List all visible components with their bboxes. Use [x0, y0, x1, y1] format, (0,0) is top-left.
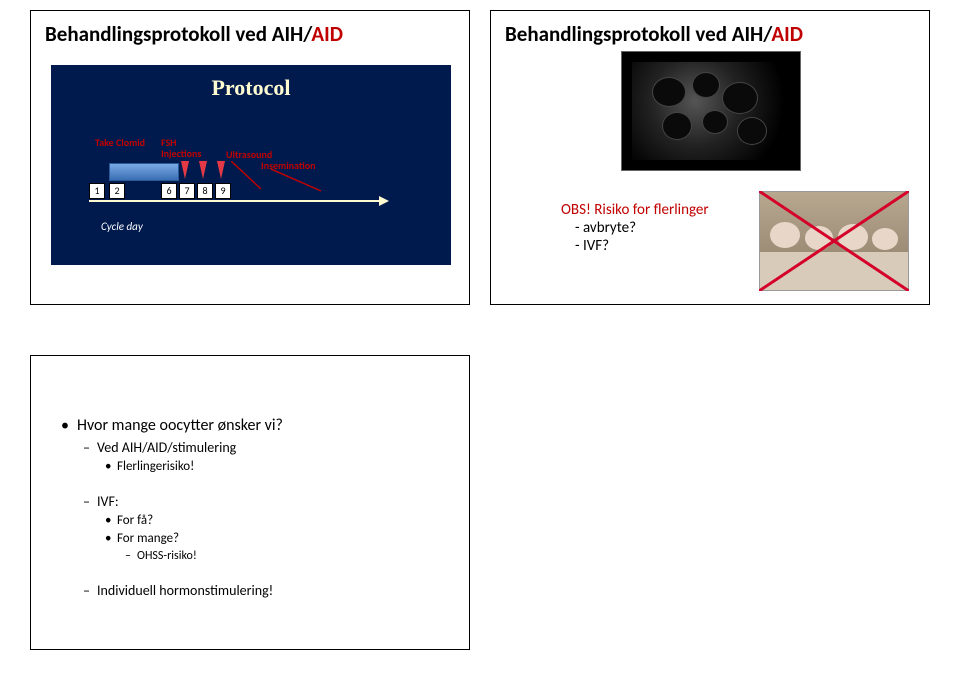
baby-blob: [805, 226, 833, 250]
timeline-arrow-icon: [89, 195, 389, 205]
follicle-icon: [652, 77, 686, 107]
bullet-l3: For mange?: [61, 531, 439, 546]
label-fsh-l2: Injections: [161, 147, 201, 160]
bullet-l3: Flerlingerisiko!: [61, 459, 439, 474]
label-take-clomid: Take Clomid: [95, 137, 145, 148]
injection-arrow-icon: [217, 161, 225, 179]
baby-blob: [770, 222, 800, 248]
label-fsh: FSH Injections: [161, 137, 201, 159]
follicle-icon: [737, 117, 767, 145]
protocol-label: Protocol: [51, 75, 451, 101]
baby-blob: [760, 252, 909, 291]
protocol-figure: Protocol Take Clomid FSH Injections Ultr…: [51, 65, 451, 265]
bullet-l2: IVF:: [61, 493, 439, 510]
obs-sub1: - avbryte?: [561, 219, 709, 237]
bullet-l2: Individuell hormonstimulering!: [61, 582, 439, 599]
follicle-icon: [692, 72, 720, 98]
clomid-bar: [109, 163, 179, 181]
title-prefix: Behandlingsprotokoll ved AIH/: [505, 21, 771, 47]
baby-blob: [838, 224, 868, 250]
follicle-icon: [722, 82, 758, 114]
title-aid: AID: [311, 21, 343, 47]
slide-title: Behandlingsprotokoll ved AIH/AID: [491, 11, 929, 53]
multiples-photo: [759, 191, 909, 291]
bullet-l1: Hvor mange oocytter ønsker vi?: [61, 416, 439, 435]
title-prefix: Behandlingsprotokoll ved AIH/: [45, 21, 311, 47]
injection-arrow-icon: [181, 161, 189, 179]
cycle-day-label: Cycle day: [101, 220, 143, 233]
slide-title: Behandlingsprotokoll ved AIH/AID: [31, 11, 469, 53]
bullet-l2: Ved AIH/AID/stimulering: [61, 439, 439, 456]
obs-sub2: - IVF?: [561, 237, 709, 255]
obs-risk-text: OBS! Risiko for flerlinger: [561, 201, 709, 219]
slide-ultrasound-risk: Behandlingsprotokoll ved AIH/AID OBS! Ri…: [490, 10, 930, 305]
ultrasound-image: [621, 51, 801, 171]
follicle-icon: [662, 112, 692, 140]
follicle-icon: [702, 110, 728, 134]
bullet-l4: OHSS-risiko!: [61, 549, 439, 563]
bullet-list: Hvor mange oocytter ønsker vi? Ved AIH/A…: [31, 356, 469, 599]
slide-oocytes: Hvor mange oocytter ønsker vi? Ved AIH/A…: [30, 355, 470, 650]
title-aid: AID: [771, 21, 803, 47]
slide-protocol: Behandlingsprotokoll ved AIH/AID Protoco…: [30, 10, 470, 305]
bullet-l3: For få?: [61, 513, 439, 528]
injection-arrow-icon: [199, 161, 207, 179]
baby-blob: [872, 228, 898, 250]
obs-block: OBS! Risiko for flerlinger - avbryte? - …: [561, 201, 709, 255]
insemination-arrow-icon: [271, 169, 351, 195]
